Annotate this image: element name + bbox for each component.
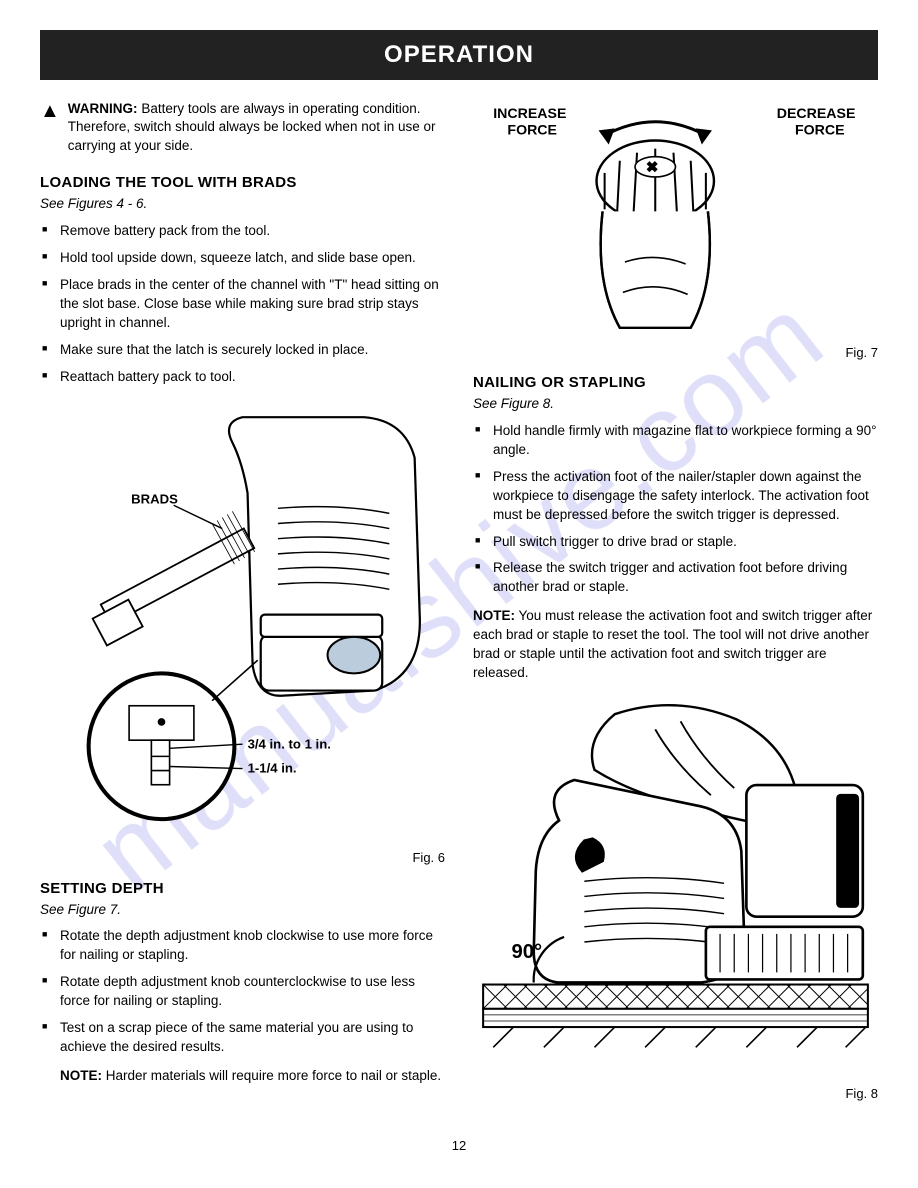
list-item: Place brads in the center of the channel… bbox=[40, 276, 445, 333]
fig7-caption: Fig. 7 bbox=[473, 344, 878, 362]
note-label: NOTE: bbox=[473, 608, 515, 623]
figure-7: INCREASEFORCE DECREASEFORCE bbox=[473, 100, 878, 338]
fig7-increase-label: INCREASEFORCE bbox=[493, 106, 566, 138]
nailing-see-fig: See Figure 8. bbox=[473, 395, 878, 414]
fig6-large-callout: 1-1/4 in. bbox=[248, 761, 297, 776]
warning-icon: ▲ bbox=[40, 101, 60, 121]
loading-list: Remove battery pack from the tool. Hold … bbox=[40, 222, 445, 386]
list-item: Reattach battery pack to tool. bbox=[40, 368, 445, 387]
list-item: Rotate the depth adjustment knob clockwi… bbox=[40, 927, 445, 965]
settingdepth-note: NOTE: Harder materials will require more… bbox=[40, 1067, 445, 1086]
list-item: Rotate depth adjustment knob countercloc… bbox=[40, 973, 445, 1011]
right-column: INCREASEFORCE DECREASEFORCE bbox=[473, 100, 878, 1114]
settingdepth-list: Rotate the depth adjustment knob clockwi… bbox=[40, 927, 445, 1056]
fig8-angle-label: 90° bbox=[511, 941, 542, 963]
warning-text: WARNING: Battery tools are always in ope… bbox=[68, 100, 445, 157]
fig6-caption: Fig. 6 bbox=[40, 849, 445, 867]
figure-7-svg: INCREASEFORCE DECREASEFORCE bbox=[473, 100, 878, 333]
figure-8: 90° bbox=[473, 699, 878, 1079]
note-body: Harder materials will require more force… bbox=[106, 1068, 441, 1083]
fig6-brads-label: BRADS bbox=[131, 492, 178, 507]
list-item: Test on a scrap piece of the same materi… bbox=[40, 1019, 445, 1057]
fig8-caption: Fig. 8 bbox=[473, 1085, 878, 1103]
settingdepth-heading: SETTING DEPTH bbox=[40, 878, 445, 899]
list-item: Remove battery pack from the tool. bbox=[40, 222, 445, 241]
list-item: Hold handle firmly with magazine flat to… bbox=[473, 422, 878, 460]
figure-6-svg: BRADS 3/4 in. to 1 in. 1-1/4 in. bbox=[40, 402, 445, 837]
note-body: You must release the activation foot and… bbox=[473, 608, 872, 680]
list-item: Pull switch trigger to drive brad or sta… bbox=[473, 533, 878, 552]
list-item: Release the switch trigger and activatio… bbox=[473, 559, 878, 597]
figure-6: BRADS 3/4 in. to 1 in. 1-1/4 in. bbox=[40, 402, 445, 843]
warning-block: ▲ WARNING: Battery tools are always in o… bbox=[40, 100, 445, 157]
nailing-heading: NAILING OR STAPLING bbox=[473, 372, 878, 393]
loading-see-fig: See Figures 4 - 6. bbox=[40, 195, 445, 214]
list-item: Hold tool upside down, squeeze latch, an… bbox=[40, 249, 445, 268]
section-header: OPERATION bbox=[40, 30, 878, 80]
settingdepth-see-fig: See Figure 7. bbox=[40, 901, 445, 920]
list-item: Make sure that the latch is securely loc… bbox=[40, 341, 445, 360]
list-item: Press the activation foot of the nailer/… bbox=[473, 468, 878, 525]
svg-text:✕: ✕ bbox=[647, 159, 657, 173]
page-number: 12 bbox=[40, 1137, 878, 1155]
figure-8-svg: 90° bbox=[473, 699, 878, 1074]
note-label: NOTE: bbox=[60, 1068, 102, 1083]
nailing-list: Hold handle firmly with magazine flat to… bbox=[473, 422, 878, 597]
loading-heading: LOADING THE TOOL WITH BRADS bbox=[40, 172, 445, 193]
warning-label: WARNING: bbox=[68, 101, 138, 116]
fig6-small-callout: 3/4 in. to 1 in. bbox=[248, 737, 331, 752]
fig7-decrease-label: DECREASEFORCE bbox=[777, 106, 856, 138]
left-column: ▲ WARNING: Battery tools are always in o… bbox=[40, 100, 445, 1114]
nailing-note: NOTE: You must release the activation fo… bbox=[473, 607, 878, 683]
